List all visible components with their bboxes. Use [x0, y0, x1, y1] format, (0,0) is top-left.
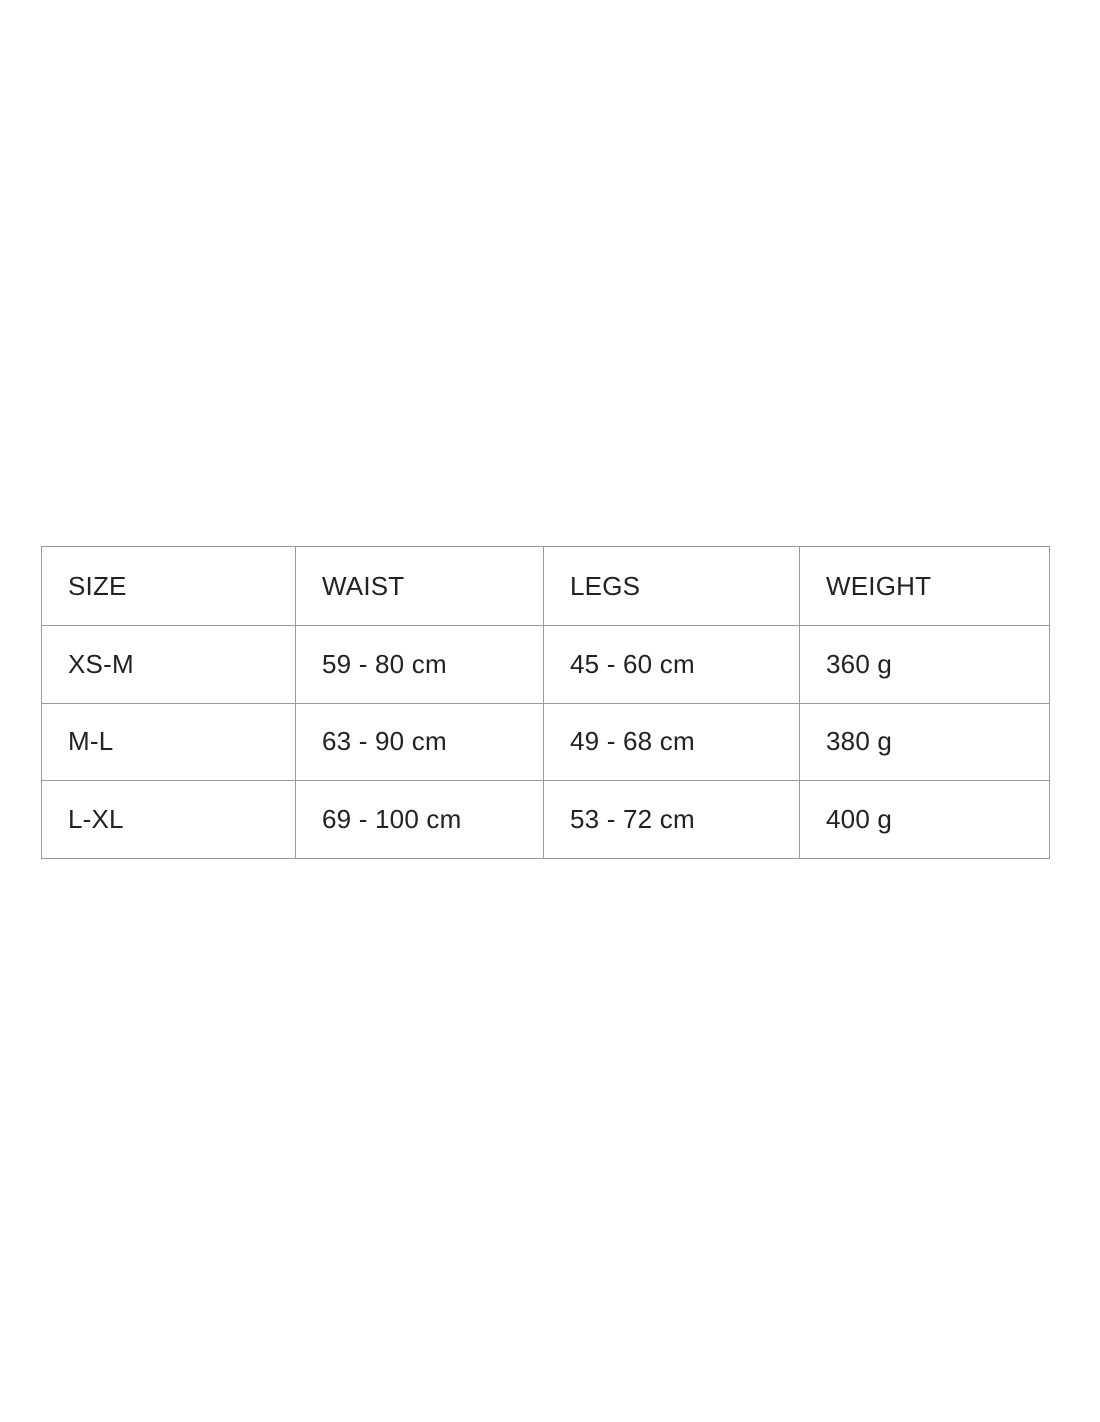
- cell-weight: 380 g: [799, 702, 1050, 782]
- cell-size: L-XL: [41, 780, 296, 859]
- column-header-size: SIZE: [41, 546, 296, 626]
- cell-waist: 69 - 100 cm: [295, 780, 544, 859]
- table-row: M-L 63 - 90 cm 49 - 68 cm 380 g: [41, 702, 1050, 782]
- cell-legs: 49 - 68 cm: [543, 702, 800, 782]
- cell-weight: 360 g: [799, 625, 1050, 704]
- size-chart-table: SIZE WAIST LEGS WEIGHT XS-M 59 - 80 cm 4…: [41, 546, 1050, 859]
- column-header-weight: WEIGHT: [799, 546, 1050, 626]
- size-chart-header: SIZE WAIST LEGS WEIGHT: [41, 546, 1050, 626]
- cell-waist: 63 - 90 cm: [295, 702, 544, 782]
- table-row: L-XL 69 - 100 cm 53 - 72 cm 400 g: [41, 780, 1050, 859]
- cell-weight: 400 g: [799, 780, 1050, 859]
- cell-waist: 59 - 80 cm: [295, 625, 544, 704]
- cell-legs: 53 - 72 cm: [543, 780, 800, 859]
- column-header-waist: WAIST: [295, 546, 544, 626]
- column-header-legs: LEGS: [543, 546, 800, 626]
- cell-size: XS-M: [41, 625, 296, 704]
- cell-size: M-L: [41, 702, 296, 782]
- size-chart-body: XS-M 59 - 80 cm 45 - 60 cm 360 g M-L 63 …: [41, 625, 1050, 859]
- table-row: XS-M 59 - 80 cm 45 - 60 cm 360 g: [41, 625, 1050, 704]
- header-row: SIZE WAIST LEGS WEIGHT: [41, 546, 1050, 626]
- cell-legs: 45 - 60 cm: [543, 625, 800, 704]
